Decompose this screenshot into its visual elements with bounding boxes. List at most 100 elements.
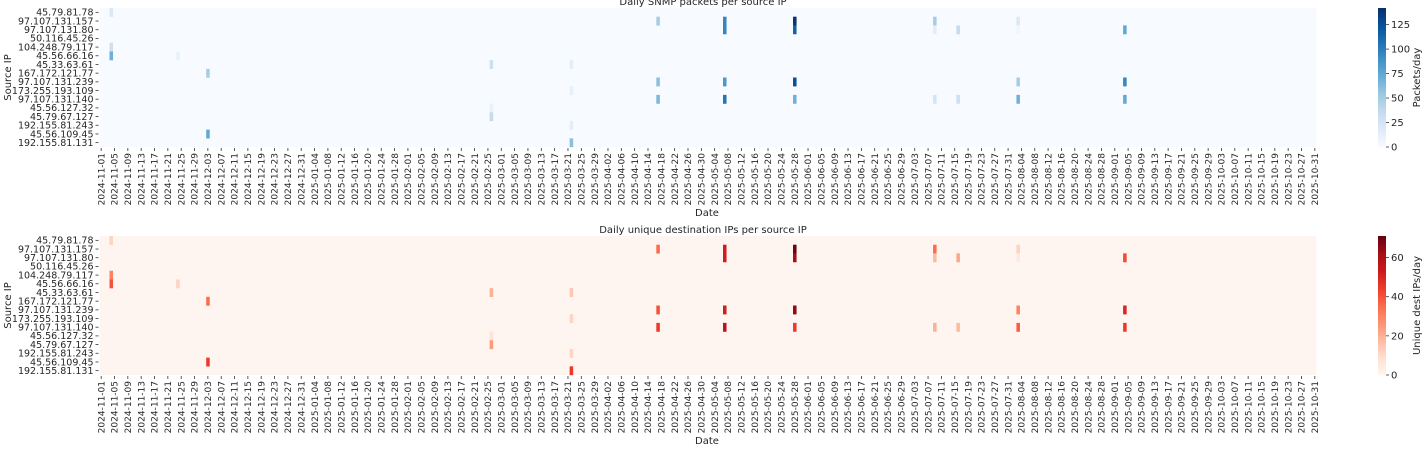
colorbar-gradient-segment [1378,300,1386,304]
x-tick-label: 2025-06-21 [871,153,881,205]
heatmap-cell [176,279,180,289]
heatmap-cell [933,94,937,104]
y-tick-label: 50.116.45.26 [30,262,93,273]
heatmap-cell [109,8,114,17]
heatmap-cell [793,16,797,26]
y-tick-label: 104.248.79.117 [18,42,94,53]
x-tick-label: 2024-12-27 [284,381,294,433]
x-tick-label: 2025-06-13 [844,153,854,205]
colorbar-gradient-segment [1378,368,1386,371]
heatmap-cell [1123,305,1127,315]
x-tick-label: 2025-01-12 [337,381,347,433]
colorbar-gradient-segment [1378,33,1386,37]
colorbar-gradient-segment [1378,358,1386,362]
heatmap-cell [489,331,494,341]
x-tick-label: 2025-07-03 [911,381,921,433]
colorbar-gradient-segment [1378,242,1386,246]
x-tick-label: 2025-08-12 [1044,381,1054,433]
x-tick-label: 2025-10-15 [1258,153,1268,205]
x-tick-label: 2025-06-17 [858,381,868,433]
x-tick-label: 2025-04-18 [658,153,668,206]
colorbar-gradient-segment [1378,282,1386,285]
x-tick-label: 2025-04-02 [604,153,614,205]
x-tick-label: 2025-10-31 [1311,381,1321,433]
colorbar-gradient-segment [1378,330,1386,334]
colorbar-gradient-segment [1378,31,1386,34]
y-tick-label: 45.56.127.32 [30,103,93,114]
x-tick-label: 2025-01-04 [311,153,321,206]
colorbar-tick-label: 50 [1391,94,1404,105]
colorbar-gradient-segment [1378,14,1386,18]
x-tick-label: 2024-12-23 [271,381,281,433]
x-tick-label: 2025-07-15 [951,381,961,433]
colorbar-gradient-segment [1378,286,1386,290]
y-tick-label: 97.107.131.140 [18,95,94,106]
x-tick-label: 2025-05-08 [724,153,734,206]
heatmap-cell [933,25,937,35]
heatmap-cell [933,253,937,263]
heatmap-cell [1123,77,1127,87]
x-tick-label: 2025-06-17 [858,153,868,205]
colorbar-gradient-segment [1378,114,1386,118]
x-tick-label: 2025-10-11 [1244,153,1254,205]
x-tick-label: 2025-04-14 [644,381,654,434]
x-tick-label: 2024-12-03 [204,381,214,433]
colorbar-gradient-segment [1378,61,1386,64]
x-tick-label: 2025-06-01 [804,381,814,433]
x-tick-label: 2025-08-24 [1084,381,1094,434]
x-tick-label: 2025-03-09 [524,381,534,434]
x-tick-label: 2024-11-05 [111,381,121,433]
colorbar-gradient-segment [1378,28,1386,32]
colorbar-tick-label: 60 [1391,253,1404,264]
heatmap-cell [1016,253,1020,263]
x-tick-label: 2025-07-07 [924,153,934,205]
x-tick-label: 2025-03-25 [577,381,587,433]
x-tick-label: 2025-08-08 [1031,153,1041,206]
x-tick-label: 2024-11-25 [177,381,187,433]
colorbar-gradient-segment [1378,142,1386,145]
heatmap-cell [489,340,494,350]
colorbar-gradient-segment [1378,365,1386,369]
x-tick-label: 2025-01-16 [351,381,361,434]
heatmap-cell [933,16,937,26]
colorbar-gradient-segment [1378,140,1386,143]
x-tick-label: 2025-07-27 [991,153,1001,205]
x-tick-label: 2024-12-15 [244,153,254,205]
colorbar-gradient-segment [1378,344,1386,348]
colorbar-gradient-segment [1378,38,1386,41]
colorbar-gradient-segment [1378,130,1386,134]
x-tick-label: 2025-05-16 [751,381,761,434]
heatmap-cell [569,288,574,298]
x-tick-label: 2025-09-13 [1151,153,1161,205]
x-tick-label: 2025-06-01 [804,153,814,205]
x-tick-label: 2025-07-03 [911,153,921,205]
x-tick-label: 2025-05-12 [738,381,748,433]
heatmap-cell [1123,94,1127,104]
colorbar-gradient-segment [1378,68,1386,71]
heatmap-cell [793,77,797,87]
x-tick-label: 2024-11-13 [137,381,147,433]
x-tick-label: 2025-08-20 [1071,381,1081,434]
x-tick-label: 2025-02-01 [404,153,414,205]
colorbar-gradient-segment [1378,275,1386,278]
x-tick-label: 2025-08-28 [1098,381,1108,434]
colorbar-gradient-segment [1378,17,1386,20]
heatmap-cell [793,253,797,263]
x-tick-label: 2025-07-27 [991,381,1001,433]
y-tick-label: 45.56.66.16 [36,279,93,290]
x-tick-label: 2025-07-19 [964,153,974,206]
x-tick-label: 2025-09-09 [1138,153,1148,206]
heatmap-cell [656,77,660,87]
colorbar-gradient-segment [1378,77,1386,81]
y-tick-label: 173.255.193.109 [12,314,94,325]
heatmap-cell [793,25,797,35]
x-tick-label: 2025-07-31 [1004,153,1014,205]
x-tick-label: 2025-08-20 [1071,153,1081,206]
x-tick-label: 2025-05-20 [764,381,774,434]
colorbar-gradient-segment [1378,372,1386,376]
colorbar-gradient-segment [1378,24,1386,27]
heatmap-background [99,236,1317,375]
y-tick-label: 192.155.81.131 [18,366,94,377]
x-tick-label: 2025-09-09 [1138,381,1148,434]
y-axis-label: Source IP [3,282,14,329]
